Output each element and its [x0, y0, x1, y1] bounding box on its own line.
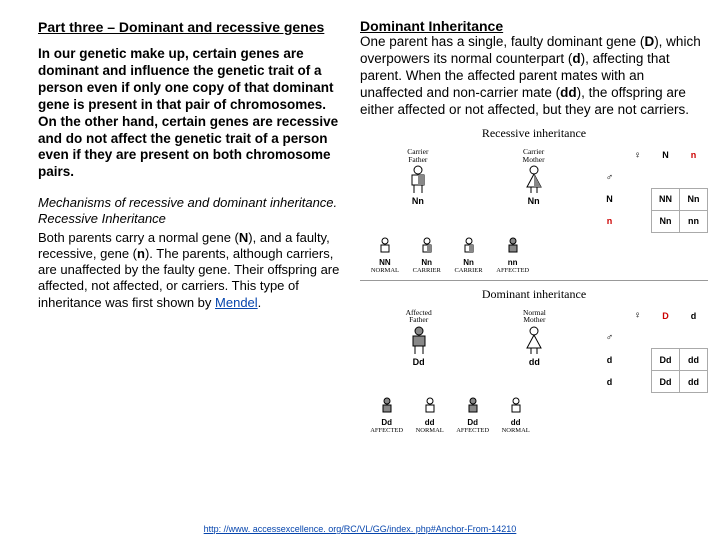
dominant-punnett: ♀Dd ♂ dDddd dDddd [596, 305, 709, 394]
mech-line2: Recessive Inheritance [38, 211, 166, 226]
source-link[interactable]: http: //www. accessexcellence. org/RC/VL… [204, 524, 517, 534]
mech-line1: Mechanisms of recessive and dominant inh… [38, 195, 337, 210]
dominant-heading: Dominant Inheritance [360, 18, 708, 34]
recessive-punnett: ♀Nn ♂ NNNNn nNnnn [596, 144, 709, 233]
mendel-link[interactable]: Mendel [215, 295, 258, 310]
mechanisms-heading: Mechanisms of recessive and dominant inh… [38, 195, 348, 228]
recessive-paragraph: Both parents carry a normal gene (N), an… [38, 230, 348, 311]
intro-paragraph: In our genetic make up, certain genes ar… [38, 46, 348, 181]
section-title: Part three – Dominant and recessive gene… [38, 18, 348, 36]
recessive-diagram: Recessive inheritance CarrierFather Nn C… [360, 126, 708, 274]
carrier-mother: CarrierMother Nn [523, 148, 545, 206]
dominant-offspring: DdAFFECTED ddNORMAL DdAFFECTED ddNORMAL [360, 397, 540, 434]
dominant-diagram: Dominant inheritance AffectedFather Dd N… [360, 287, 708, 435]
recessive-diagram-title: Recessive inheritance [360, 126, 708, 141]
affected-father: AffectedFather Dd [406, 309, 432, 367]
carrier-father: CarrierFather Nn [407, 148, 429, 206]
dominant-paragraph: One parent has a single, faulty dominant… [360, 34, 708, 118]
recessive-offspring: NNNORMAL NnCARRIER NnCARRIER nnAFFECTED [360, 237, 540, 274]
footer: http: //www. accessexcellence. org/RC/VL… [0, 524, 720, 534]
diagram-divider [360, 280, 708, 281]
dominant-diagram-title: Dominant inheritance [360, 287, 708, 302]
normal-mother: NormalMother dd [523, 309, 546, 367]
